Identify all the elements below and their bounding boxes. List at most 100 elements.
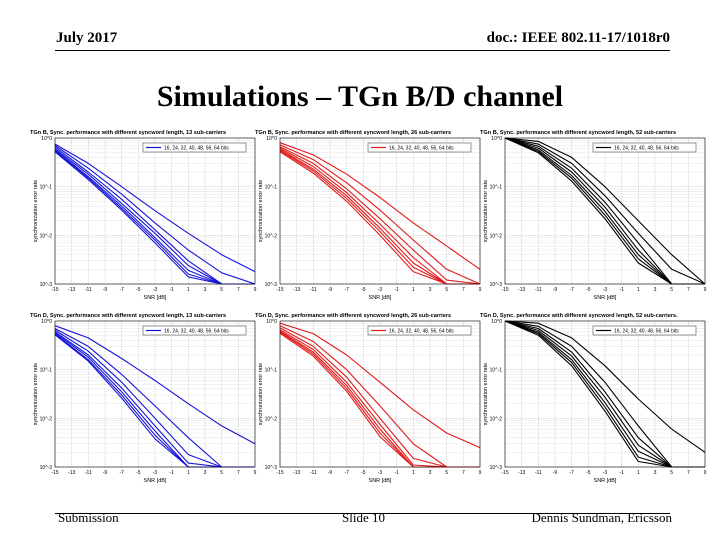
x-tick-label: 1	[412, 470, 415, 476]
x-tick-label: 9	[254, 287, 257, 293]
series-line	[504, 320, 706, 453]
y-tick-label: 10^-1	[490, 368, 503, 374]
x-tick-label: -11	[535, 287, 542, 293]
x-tick-label: 3	[654, 287, 657, 293]
header-date: July 2017	[56, 30, 118, 46]
x-tick-label: -1	[394, 470, 399, 476]
x-tick-label: -13	[293, 470, 300, 476]
x-tick-label: -13	[68, 287, 75, 293]
axes-frame	[504, 320, 706, 468]
x-tick-label: 9	[704, 287, 707, 293]
x-tick-label: -5	[586, 470, 591, 476]
y-tick-label: 10^-1	[265, 368, 278, 374]
x-tick-label: 7	[462, 470, 465, 476]
x-tick-label: -11	[535, 470, 542, 476]
axes-frame	[279, 137, 481, 285]
x-tick-label: -15	[276, 470, 283, 476]
series-line	[504, 137, 706, 285]
x-axis-label: SNR [dB]	[144, 478, 167, 484]
y-axis-label: synchronization error rate	[258, 180, 264, 242]
x-tick-label: 3	[429, 470, 432, 476]
x-tick-label: -13	[518, 287, 525, 293]
legend-box	[592, 325, 697, 336]
chart-svg: 10^010^-110^-210^-3-15 -13 -11 -9 -7 -5 -3 -1 1 3…	[255, 130, 482, 301]
y-tick-label: 10^-2	[40, 233, 53, 239]
series-line	[504, 137, 706, 285]
x-tick-label: -5	[136, 470, 141, 476]
y-tick-label: 10^0	[41, 319, 52, 325]
x-tick-label: -11	[85, 470, 92, 476]
x-tick-label: -13	[293, 287, 300, 293]
x-tick-label: -11	[85, 287, 92, 293]
y-tick-label: 10^-1	[490, 185, 503, 191]
x-tick-label: 7	[462, 287, 465, 293]
y-tick-label: 10^0	[266, 319, 277, 325]
x-tick-label: -7	[119, 287, 124, 293]
y-axis-label: synchronization error rate	[483, 363, 489, 425]
x-tick-label: -3	[378, 470, 383, 476]
chart-title: TGn B, Sync. performance with different …	[480, 130, 676, 136]
header-doc-number: doc.: IEEE 802.11-17/1018r0	[486, 30, 670, 46]
legend-box	[142, 325, 247, 336]
x-tick-label: 1	[187, 287, 190, 293]
legend-box	[367, 142, 472, 153]
y-tick-label: 10^-1	[265, 185, 278, 191]
x-tick-label: 1	[637, 470, 640, 476]
x-tick-label: 3	[429, 287, 432, 293]
chart-title: TGn D, Sync. performance with different …	[255, 313, 451, 319]
y-tick-label: 10^-3	[265, 465, 278, 471]
axes-frame	[504, 137, 706, 285]
footer-submission: Submission	[58, 510, 119, 525]
x-tick-label: 7	[687, 287, 690, 293]
chart-svg: 10^010^-110^-210^-3-15 -13 -11 -9 -7 -5 -3 -1 1 3…	[255, 313, 482, 484]
y-tick-label: 10^0	[266, 136, 277, 142]
x-tick-label: -3	[153, 287, 158, 293]
x-tick-label: -1	[169, 287, 174, 293]
chart-svg: 10^010^-110^-210^-3-15 -13 -11 -9 -7 -5 -3 -1 1 3…	[30, 130, 257, 301]
x-tick-label: 3	[204, 287, 207, 293]
y-tick-label: 10^-3	[40, 282, 53, 288]
header-rule	[55, 50, 670, 51]
x-axis-label: SNR [dB]	[369, 478, 392, 484]
chart-panel-6: 10^0 10^-1 10^-2 10^-3 -15 -13 -11 -9 -7 -5 -3 -1 1 3…	[480, 310, 710, 485]
x-tick-label: -15	[276, 287, 283, 293]
series-line	[54, 145, 256, 285]
y-tick-label: 10^-1	[40, 368, 53, 374]
x-tick-label: 5	[670, 470, 673, 476]
x-tick-label: -5	[586, 287, 591, 293]
series-line	[54, 143, 256, 273]
y-tick-label: 10^-3	[40, 465, 53, 471]
x-axis-label: SNR [dB]	[144, 295, 167, 301]
footer-author: Dennis Sundman, Ericsson	[531, 510, 672, 525]
legend-label: 16, 24, 32, 40, 48, 56, 64 bits	[164, 329, 229, 335]
x-tick-label: 5	[220, 287, 223, 293]
x-tick-label: 3	[654, 470, 657, 476]
x-tick-label: 5	[445, 470, 448, 476]
y-tick-label: 10^-2	[490, 233, 503, 239]
x-tick-label: -3	[378, 287, 383, 293]
x-tick-label: -9	[328, 470, 333, 476]
chart-panel-3: 10^0 10^-1 10^-2 10^-3 -15 -13 -11 -9 -7 -5 -3 -1 1 3…	[480, 127, 710, 302]
y-axis-label: synchronization error rate	[258, 363, 264, 425]
y-axis-label: synchronization error rate	[483, 180, 489, 242]
x-tick-label: 9	[254, 470, 257, 476]
x-tick-label: 7	[687, 470, 690, 476]
x-tick-label: -7	[569, 470, 574, 476]
legend-label: 16, 24, 32, 40, 48, 56, 64 bits	[164, 146, 229, 152]
x-tick-label: 7	[237, 287, 240, 293]
x-tick-label: -5	[361, 470, 366, 476]
y-tick-label: 10^0	[491, 136, 502, 142]
y-axis-label: synchronization error rate	[33, 363, 39, 425]
y-tick-label: 10^0	[491, 319, 502, 325]
legend-label: 16, 24, 32, 40, 48, 56, 64 bits	[614, 329, 679, 335]
x-tick-label: -11	[310, 287, 317, 293]
x-tick-label: -9	[103, 287, 108, 293]
chart-svg: 10^010^-110^-210^-3-15 -13 -11 -9 -7 -5 -3 -1 1 3…	[480, 130, 707, 301]
footer-rule	[55, 513, 670, 514]
chart-svg: 10^010^-110^-210^-3-15 -13 -11 -9 -7 -5 -3 -1 1 3…	[30, 313, 257, 484]
x-tick-label: -13	[68, 470, 75, 476]
chart-title: TGn D, Sync. performance with different …	[30, 313, 226, 319]
y-tick-label: 10^0	[41, 136, 52, 142]
x-tick-label: -7	[344, 287, 349, 293]
x-tick-label: -1	[394, 287, 399, 293]
